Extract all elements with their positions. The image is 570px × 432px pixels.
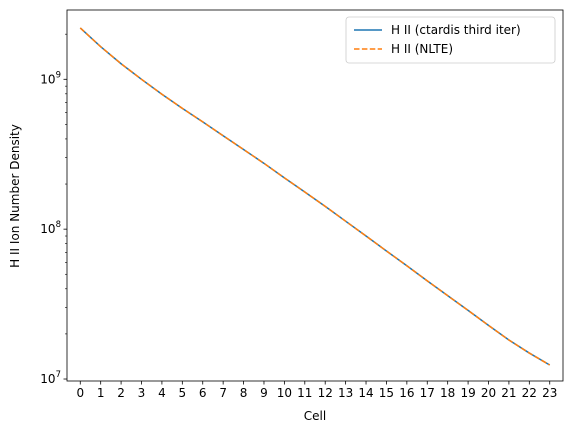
y-tick-label: 109 (40, 70, 61, 86)
series-line-2 (79, 27, 551, 366)
x-tick-label: 19 (460, 386, 475, 400)
x-tick-label: 18 (440, 386, 455, 400)
x-tick-label: 23 (542, 386, 557, 400)
x-tick-label: 10 (277, 386, 292, 400)
x-tick-label: 4 (158, 386, 166, 400)
x-tick-label: 0 (76, 386, 84, 400)
x-tick-label: 14 (358, 386, 373, 400)
x-axis-label: Cell (304, 409, 326, 423)
x-axis-ticks: 0 1 2 3 4 5 6 7 8 9 10 11 12 13 14 15 16 17 18 19 20 21 22 23 (76, 381, 557, 400)
x-tick-label: 5 (179, 386, 187, 400)
x-tick-label: 7 (219, 386, 227, 400)
x-tick-label: 13 (338, 386, 353, 400)
y-axis-label: H II Ion Number Density (8, 124, 22, 268)
x-tick-label: 6 (199, 386, 207, 400)
x-tick-label: 3 (138, 386, 146, 400)
x-tick-label: 20 (481, 386, 496, 400)
x-tick-label: 15 (379, 386, 394, 400)
x-tick-label: 9 (260, 386, 268, 400)
x-tick-label: 22 (522, 386, 537, 400)
x-tick-label: 11 (297, 386, 312, 400)
x-tick-label: 1 (97, 386, 105, 400)
legend-box (345, 16, 556, 64)
x-tick-label: 12 (318, 386, 333, 400)
x-tick-label: 16 (399, 386, 414, 400)
series-layer (79, 27, 551, 366)
legend-label: H II (ctardis third iter) (391, 23, 521, 37)
x-tick-label: 21 (501, 386, 516, 400)
x-tick-label: 17 (420, 386, 435, 400)
legend: H II (ctardis third iter) H II (NLTE) (345, 16, 556, 64)
x-tick-label: 2 (117, 386, 125, 400)
plot-area (66, 9, 564, 382)
y-tick-label: 108 (40, 220, 61, 236)
y-axis-ticks: 107 108 109 (40, 33, 67, 386)
axes-frame (66, 9, 564, 382)
y-tick-label: 107 (40, 370, 61, 386)
legend-label: H II (NLTE) (391, 42, 453, 56)
x-tick-label: 8 (240, 386, 248, 400)
